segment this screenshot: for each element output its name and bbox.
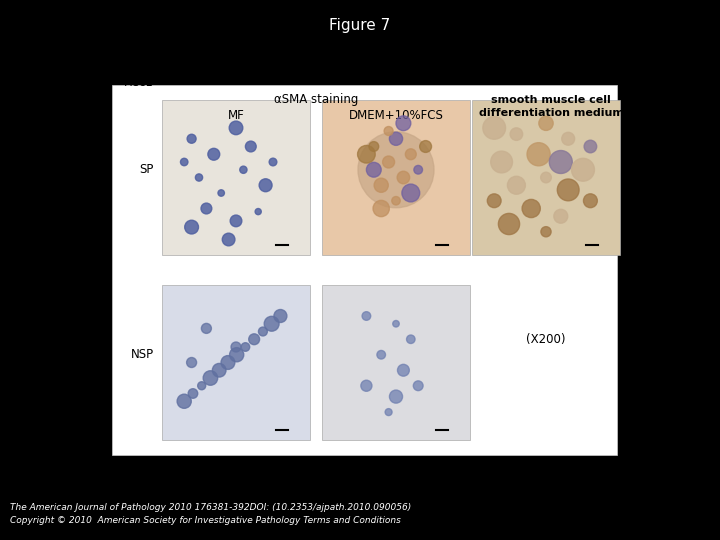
Circle shape (259, 179, 272, 192)
Circle shape (241, 343, 250, 352)
Circle shape (362, 312, 371, 320)
Circle shape (392, 321, 400, 327)
Circle shape (549, 151, 572, 173)
Circle shape (420, 140, 431, 152)
Circle shape (396, 116, 411, 131)
Circle shape (390, 132, 402, 145)
Bar (162, 100, 310, 255)
Circle shape (487, 194, 501, 208)
Text: The American Journal of Pathology 2010 176381-392DOI: (10.2353/ajpath.2010.09005: The American Journal of Pathology 2010 1… (10, 503, 411, 512)
Circle shape (527, 143, 550, 166)
Circle shape (414, 165, 423, 174)
Circle shape (264, 316, 279, 331)
Circle shape (188, 389, 198, 399)
Circle shape (187, 134, 196, 143)
Circle shape (181, 158, 188, 166)
Circle shape (562, 132, 575, 145)
Circle shape (358, 145, 375, 163)
Circle shape (177, 394, 192, 408)
Circle shape (397, 171, 410, 184)
Circle shape (255, 208, 261, 215)
Circle shape (185, 220, 199, 234)
Circle shape (498, 213, 520, 234)
Circle shape (374, 178, 388, 192)
Text: (X200): (X200) (526, 333, 566, 346)
Text: NSP: NSP (131, 348, 154, 361)
Circle shape (198, 382, 206, 390)
Circle shape (366, 163, 381, 177)
Circle shape (230, 348, 244, 362)
Circle shape (369, 141, 379, 151)
Circle shape (377, 350, 385, 359)
Circle shape (557, 179, 579, 201)
Circle shape (402, 184, 420, 202)
Bar (112, 85, 617, 455)
Circle shape (229, 121, 243, 134)
Circle shape (361, 380, 372, 392)
Bar (472, 100, 620, 255)
Circle shape (358, 132, 434, 208)
Text: Copyright © 2010  American Society for Investigative Pathology Terms and Conditi: Copyright © 2010 American Society for In… (10, 516, 401, 525)
Circle shape (203, 371, 217, 385)
Circle shape (413, 381, 423, 390)
Circle shape (208, 148, 220, 160)
Text: SP: SP (140, 163, 154, 176)
Circle shape (384, 126, 393, 136)
Circle shape (392, 197, 400, 205)
Circle shape (246, 141, 256, 152)
Circle shape (491, 151, 513, 173)
Text: αSMA staining: αSMA staining (274, 93, 358, 106)
Circle shape (539, 116, 553, 131)
Circle shape (373, 200, 390, 217)
Circle shape (541, 172, 552, 183)
Circle shape (583, 194, 598, 208)
Circle shape (258, 327, 267, 336)
Circle shape (221, 355, 235, 369)
Circle shape (572, 158, 595, 181)
Circle shape (212, 363, 226, 377)
Circle shape (483, 117, 505, 139)
Circle shape (222, 233, 235, 246)
Circle shape (554, 210, 568, 223)
Bar (322, 100, 470, 255)
Circle shape (231, 342, 241, 352)
Circle shape (397, 364, 409, 376)
Circle shape (390, 390, 402, 403)
Circle shape (510, 128, 523, 140)
Circle shape (407, 335, 415, 343)
Bar (322, 285, 470, 440)
Circle shape (202, 323, 212, 333)
Text: smooth muscle cell
differentiation medium: smooth muscle cell differentiation mediu… (479, 95, 624, 118)
Circle shape (230, 215, 242, 227)
Circle shape (382, 156, 395, 168)
Circle shape (195, 174, 202, 181)
Circle shape (218, 190, 225, 196)
Text: Figure 7: Figure 7 (329, 18, 391, 33)
Circle shape (385, 409, 392, 416)
Text: Hec1: Hec1 (124, 76, 154, 89)
Circle shape (248, 334, 260, 345)
Text: MF: MF (228, 109, 244, 122)
Circle shape (240, 166, 247, 173)
Circle shape (274, 309, 287, 322)
Text: DMEM+10%FCS: DMEM+10%FCS (348, 109, 444, 122)
Circle shape (405, 149, 416, 160)
Circle shape (186, 357, 197, 368)
Circle shape (508, 176, 526, 194)
Circle shape (584, 140, 597, 153)
Circle shape (541, 227, 551, 237)
Circle shape (201, 203, 212, 214)
Circle shape (269, 158, 277, 166)
Circle shape (522, 199, 540, 218)
Bar (162, 285, 310, 440)
